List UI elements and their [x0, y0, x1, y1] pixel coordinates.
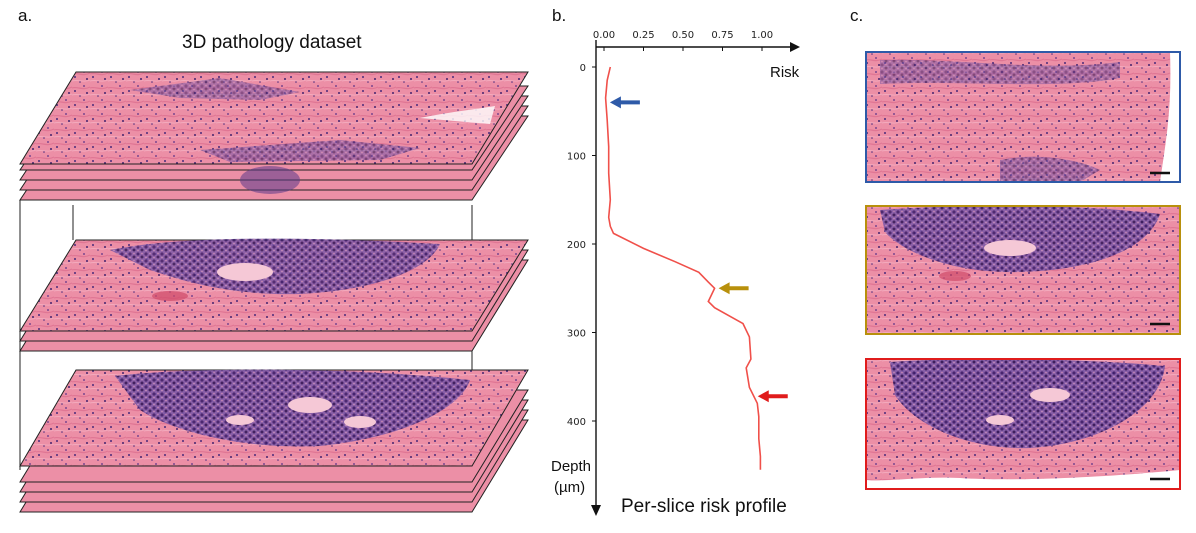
pathology-stack — [19, 71, 529, 513]
risk-curve-line — [604, 66, 762, 470]
x-tick-label: 1.00 — [751, 30, 773, 41]
y-tick-label: 100 — [567, 152, 586, 163]
slab-top — [19, 71, 529, 201]
chart-caption: Per-slice risk profile — [621, 496, 787, 517]
y-tick-label: 300 — [567, 329, 586, 340]
panel-c-label: c. — [850, 6, 864, 25]
y-axis-label-line2: (µm) — [554, 479, 585, 496]
panel-b-label: b. — [552, 6, 567, 25]
y-axis-arrowhead — [591, 505, 601, 516]
y-tick-label: 200 — [567, 240, 586, 251]
slide-gold — [866, 206, 1180, 334]
gold-arrow — [718, 282, 730, 295]
dataset-title: 3D pathology dataset — [182, 32, 362, 53]
x-axis-arrowhead — [790, 42, 800, 52]
x-tick-label: 0.50 — [672, 30, 694, 41]
panel-a-label: a. — [18, 6, 33, 25]
slide-red-frame — [865, 358, 1181, 490]
slide-gold-frame — [865, 205, 1181, 335]
y-tick-label: 400 — [567, 417, 586, 428]
x-tick-label: 0.75 — [711, 30, 733, 41]
slab-middle — [19, 238, 529, 352]
slide-blue-frame — [865, 51, 1181, 183]
risk-profile-chart: Risk Depth (µm) Per-slice risk profile 0… — [551, 30, 800, 517]
y-tick-label: 0 — [580, 63, 586, 74]
x-tick-label: 0.00 — [593, 30, 615, 41]
slide-red — [866, 359, 1180, 489]
x-tick-label: 0.25 — [632, 30, 654, 41]
y-axis-label-line1: Depth — [551, 458, 591, 475]
slide-blue — [866, 52, 1180, 182]
red-arrow — [757, 390, 769, 403]
blue-arrow — [609, 96, 621, 109]
slice-gallery — [865, 51, 1181, 490]
x-axis-label: Risk — [770, 64, 800, 81]
slab-bottom — [19, 369, 529, 513]
